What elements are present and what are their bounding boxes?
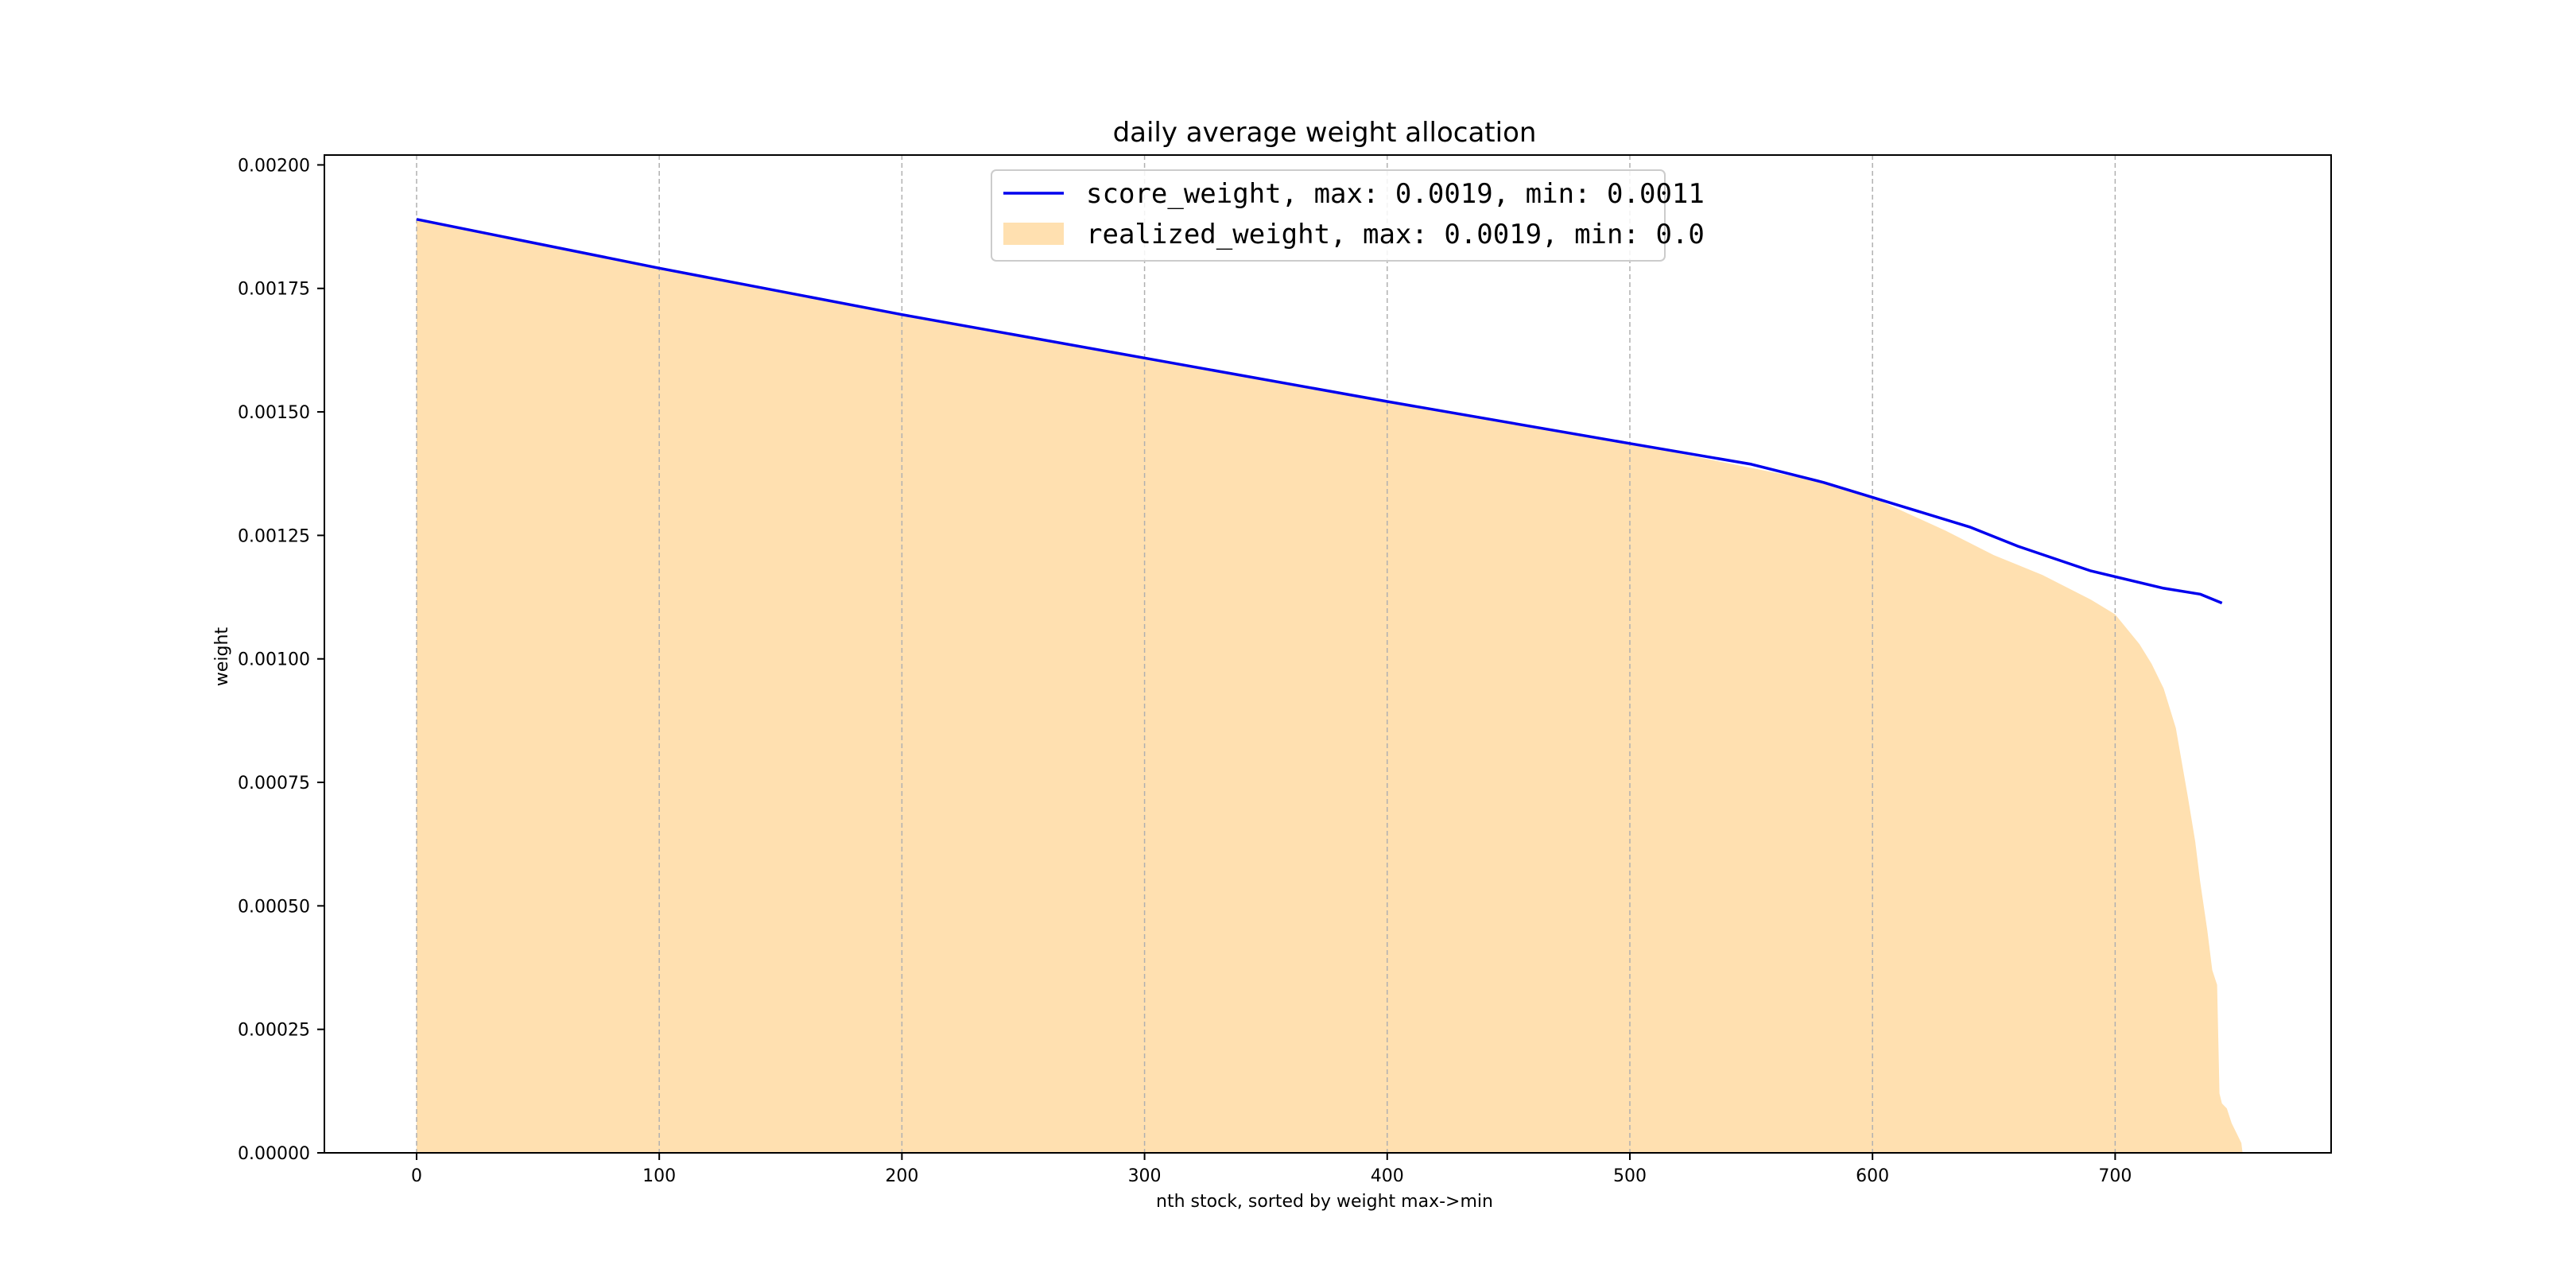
y-axis-ticks: 0.00000 0.00025 0.00050 0.00075 0.00100 0.001… — [238, 156, 324, 1164]
y-tick-label-1: 0.00025 — [238, 1021, 310, 1041]
legend-label-realized-weight: realized_weight, max: 0.0019, min: 0.0 — [1086, 219, 1705, 250]
x-tick-label-2: 200 — [885, 1166, 918, 1186]
legend: score_weight, max: 0.0019, min: 0.0011 r… — [991, 169, 1705, 262]
x-axis-label: nth stock, sorted by weight max->min — [1156, 1192, 1493, 1212]
line-score-weight — [416, 218, 2223, 605]
y-tick-label-6: 0.00150 — [238, 403, 310, 423]
plot-frame — [324, 154, 2332, 1154]
area-layer — [416, 219, 2243, 1153]
area-realized-weight — [416, 219, 2243, 1153]
chart-title: daily average weight allocation — [1113, 117, 1537, 149]
x-tick-label-7: 700 — [2098, 1166, 2132, 1186]
y-tick-label-7: 0.00175 — [238, 280, 310, 300]
x-tick-label-6: 600 — [1856, 1166, 1889, 1186]
legend-swatch-realized-weight — [1003, 223, 1064, 245]
x-tick-label-4: 400 — [1371, 1166, 1404, 1186]
line-layer — [416, 218, 2223, 605]
y-tick-label-3: 0.00075 — [238, 774, 310, 793]
legend-box — [991, 169, 1666, 262]
x-axis-ticks: 0 100 200 300 400 500 600 700 — [411, 1153, 2132, 1186]
y-tick-label-8: 0.00200 — [238, 156, 310, 176]
plot-border — [324, 154, 2332, 1154]
grid-lines — [416, 155, 2116, 1153]
x-tick-label-5: 500 — [1613, 1166, 1647, 1186]
x-tick-label-3: 300 — [1128, 1166, 1162, 1186]
x-tick-label-0: 0 — [411, 1166, 422, 1186]
legend-label-score-weight: score_weight, max: 0.0019, min: 0.0011 — [1086, 178, 1705, 210]
y-tick-label-0: 0.00000 — [238, 1144, 310, 1164]
y-tick-label-4: 0.00100 — [238, 650, 310, 670]
y-axis-label: weight — [212, 627, 232, 687]
y-tick-label-2: 0.00050 — [238, 897, 310, 917]
x-tick-label-1: 100 — [642, 1166, 676, 1186]
y-tick-label-5: 0.00125 — [238, 526, 310, 546]
